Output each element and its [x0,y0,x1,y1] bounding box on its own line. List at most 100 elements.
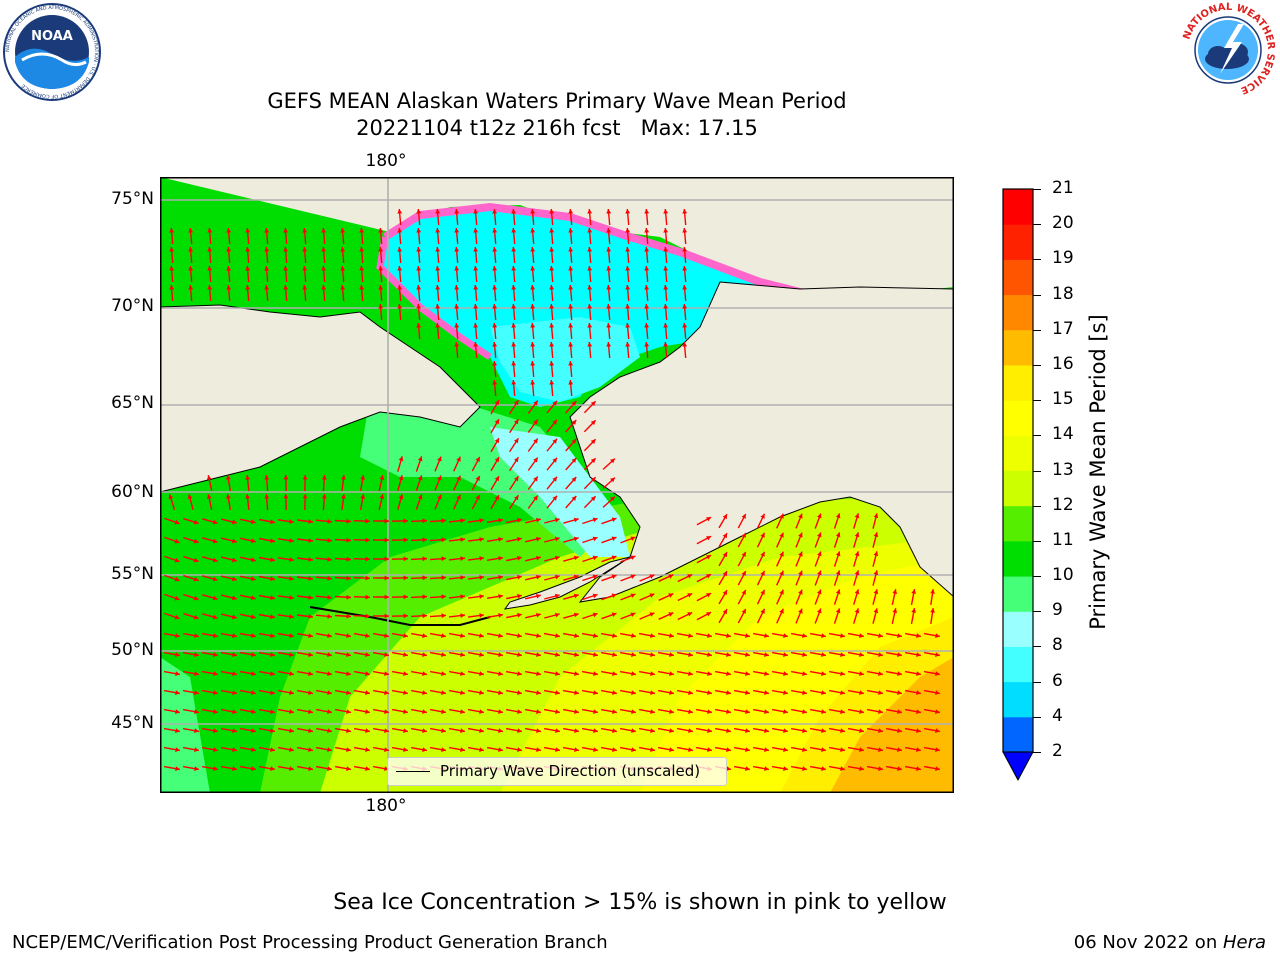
wave-arrow-head [612,690,617,695]
wave-arrow-head [817,551,822,557]
wave-arrow-head [644,304,650,309]
wave-arrow-head [492,304,498,309]
wave-arrow-head [682,304,688,309]
wave-arrow-head [251,728,256,733]
wave-arrow-head [650,690,655,695]
wave-arrow-head [554,574,560,580]
wave-arrow-head [625,342,631,347]
wave-arrow-head [327,614,332,619]
wave-arrow-head [555,747,560,752]
wave-arrow-head [587,228,593,233]
wave-arrow-head [283,266,289,271]
wave-arrow-head [817,513,822,519]
wave-arrow-head [878,652,883,657]
wave-arrow-head [802,690,807,695]
colorbar-extend-triangle [1002,751,1034,782]
wave-arrow-head [498,613,503,618]
wave-arrow-head [530,361,536,366]
wave-arrow-head [530,342,536,347]
wave-arrow-head [606,323,612,328]
wave-arrow-head [571,477,577,482]
wave-arrow-head [574,671,579,676]
wave-arrow-head [514,419,519,425]
wave-arrow-head [783,728,788,733]
wave-arrow-head [460,575,465,580]
wave-arrow-head [840,690,845,695]
wave-arrow-head [511,323,517,328]
wave-arrow-head [270,709,275,714]
wave-arrow-head [365,709,370,714]
wave-arrow-head [764,709,769,714]
wave-arrow-head [897,671,902,676]
wave-arrow-head [475,456,480,462]
colorbar-tick [1033,470,1041,472]
wave-arrow-head [669,690,674,695]
colorbar-tick-label: 21 [1052,178,1074,198]
wave-arrow-head [783,747,788,752]
wave-arrow-head [536,747,541,752]
wave-arrow-head [346,537,351,543]
wave-arrow-head [802,671,807,676]
wave-arrow-head [606,228,612,233]
wave-arrow-head [479,671,484,676]
wave-arrow-head [454,209,460,214]
wave-arrow-head [840,671,845,676]
wave-arrow-head [359,285,365,290]
wave-arrow-head [175,766,180,771]
wave-arrow-head [492,323,498,328]
wave-arrow-head [403,575,408,581]
wave-arrow-head [422,709,427,714]
wave-arrow-head [194,709,199,714]
wave-arrow-head [194,633,199,638]
wave-arrow-head [590,477,596,483]
wave-arrow-head [669,728,674,733]
wave-arrow-head [612,709,617,714]
wave-arrow-head [213,652,218,657]
colorbar-tick-label: 16 [1052,353,1074,374]
colorbar-tick-label: 10 [1052,565,1074,586]
wave-arrow-head [231,614,237,620]
wave-arrow-head [897,690,902,695]
wave-arrow-head [479,537,484,542]
wave-arrow-head [302,475,308,480]
wave-arrow-head [726,728,731,733]
graticule [160,177,954,793]
wave-arrow-head [403,728,408,733]
wave-arrow-head [251,671,256,676]
wave-arrow-head [783,671,788,676]
wave-arrow-head [498,594,503,599]
wave-arrow-head [365,575,370,581]
wave-arrow-head [726,690,731,695]
wave-arrow-head [779,513,784,519]
colorbar-tick [1033,400,1041,402]
wave-arrow-head [840,747,845,752]
wave-arrow-head [174,614,180,620]
wave-arrow-head [573,517,579,523]
wave-arrow-head [193,576,199,582]
wave-arrow-head [536,652,541,657]
wave-arrow-head [798,513,803,519]
wave-arrow-head [498,671,503,676]
ocean-zone-chukchi [160,177,954,297]
wave-arrow-head [454,266,460,271]
wave-arrow-head [668,574,674,579]
footer-date-text: 06 Nov 2022 on [1073,932,1223,953]
wave-arrow-head [498,518,503,523]
wave-arrow-head [530,247,536,252]
wave-arrow-head [206,475,212,480]
wave-arrow-head [422,728,427,733]
wave-arrow-head [587,247,593,252]
wave-arrow-head [384,633,389,638]
sea-ice-caption: Sea Ice Concentration > 15% is shown in … [333,890,947,915]
wave-arrow-head [706,612,712,617]
longitude-label-top: 180° [365,151,407,171]
wave-arrow-head [549,304,555,309]
wave-arrow-head [397,285,403,290]
wave-arrow-head [378,304,384,309]
colorbar-band [1003,224,1033,260]
wave-arrow-head [571,458,577,463]
wave-arrow-head [644,323,650,328]
wave-arrow-head [573,574,579,580]
wave-arrow-head [663,304,669,309]
wave-arrow-head [193,614,199,620]
